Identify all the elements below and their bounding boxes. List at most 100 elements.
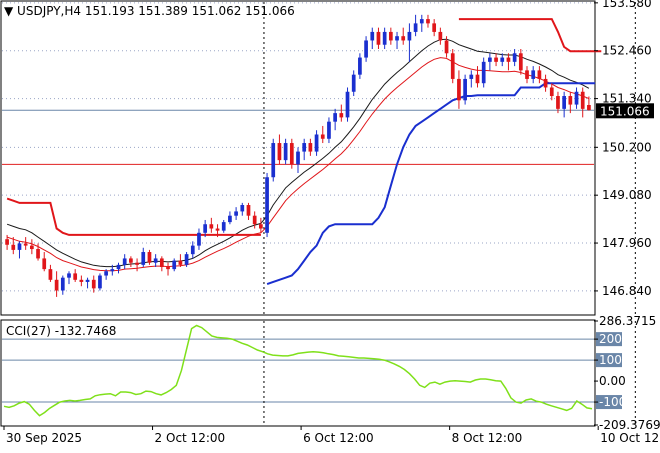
time-tick-label: 6 Oct 12:00	[303, 431, 374, 445]
candle-body	[339, 113, 344, 118]
price-tick-label: 147.960	[602, 236, 652, 250]
price-tick-label: 150.200	[602, 140, 652, 154]
candle-body	[587, 105, 591, 111]
candle	[159, 256, 164, 272]
cci-tick-label: -100	[599, 395, 626, 409]
cci-title: CCI(27) -132.7468	[6, 324, 116, 338]
price-tick-label: 149.080	[602, 188, 652, 202]
candle	[116, 262, 121, 274]
candle	[388, 27, 393, 45]
cci-tick-label: 0.00	[599, 374, 626, 388]
candle	[184, 252, 189, 267]
time-tick-label: 10 Oct 12:00	[600, 431, 660, 445]
candle-body	[172, 260, 177, 270]
candle	[302, 138, 307, 161]
candle-body	[104, 271, 108, 276]
candle-body	[401, 36, 406, 41]
candle-body	[265, 177, 269, 233]
cci-tick-label: 200	[599, 332, 622, 346]
candle-body	[153, 258, 158, 263]
candle	[438, 27, 443, 45]
candle	[419, 14, 424, 32]
candle-body	[413, 23, 418, 32]
candle	[450, 49, 455, 84]
candle-body	[79, 279, 84, 282]
candle-body	[419, 19, 424, 24]
price-tick-label: 146.840	[602, 284, 652, 298]
candle	[580, 87, 585, 118]
cci-series	[3, 324, 593, 417]
candle-body	[215, 228, 220, 231]
candle	[135, 258, 139, 272]
candle-body	[209, 224, 214, 229]
candle-body	[228, 215, 232, 223]
candle	[240, 202, 245, 216]
candle	[73, 269, 78, 282]
candle	[432, 19, 437, 37]
candle-body	[271, 143, 276, 178]
candle-body	[110, 269, 115, 272]
candle	[29, 239, 34, 255]
candle	[85, 277, 90, 289]
candle	[537, 66, 542, 84]
candle	[129, 256, 133, 267]
candle-body	[17, 243, 22, 250]
candle-body	[506, 57, 511, 62]
candle	[314, 130, 319, 156]
price-y-axis: 153.580 152.460 151.340 150.200 149.080 147.9…	[594, 0, 652, 298]
candle-body	[574, 91, 579, 105]
candle-body	[221, 222, 226, 231]
time-tick-label: 30 Sep 2025	[6, 431, 82, 445]
candle-body	[54, 279, 59, 291]
candle	[221, 219, 226, 233]
candle-body	[197, 232, 201, 246]
candle-body	[147, 252, 152, 263]
candle	[481, 57, 486, 88]
candle	[197, 228, 201, 250]
cci-y-axis: 286.3715 200 100 0.00 -100 -209.3769	[594, 314, 660, 432]
candle	[11, 237, 16, 255]
candle-body	[345, 91, 350, 118]
candle-body	[141, 252, 146, 265]
day-separators	[263, 2, 636, 314]
cci-panel-border	[0, 319, 596, 427]
price-tick-label: 152.460	[602, 44, 652, 58]
candle	[488, 53, 492, 71]
candle	[153, 254, 158, 267]
candle-body	[580, 91, 585, 109]
cci-line	[3, 324, 593, 417]
candle-body	[376, 31, 381, 45]
candle-body	[531, 70, 536, 79]
cci-panel[interactable]: CCI(27) -132.7468	[0, 319, 636, 427]
candle	[252, 211, 257, 229]
cci-tick-label: 100	[599, 353, 622, 367]
candle	[494, 53, 498, 67]
cci-tick-label: 286.3715	[599, 314, 656, 328]
candle-body	[203, 224, 208, 233]
price-panel[interactable]: ▼ USDJPY,H4 151.193 151.389 151.062 151.…	[0, 0, 636, 316]
candle-body	[308, 143, 313, 152]
candle-body	[36, 249, 40, 259]
candle-body	[129, 258, 133, 263]
candle-body	[60, 277, 65, 291]
candle	[110, 264, 115, 276]
candle-body	[159, 258, 164, 267]
candle	[5, 234, 9, 250]
candle-body	[11, 244, 16, 250]
candle	[79, 275, 84, 287]
candle	[296, 147, 300, 173]
candle	[122, 254, 127, 270]
candle	[333, 108, 337, 131]
candle	[525, 66, 529, 84]
candle	[587, 96, 591, 111]
candle-body	[246, 205, 251, 216]
candle-body	[29, 245, 34, 250]
time-tick-label: 8 Oct 12:00	[452, 431, 523, 445]
candle-body	[537, 70, 542, 79]
candle-body	[42, 258, 47, 270]
candle	[574, 87, 579, 109]
candle	[166, 262, 170, 276]
candle-body	[289, 143, 294, 165]
